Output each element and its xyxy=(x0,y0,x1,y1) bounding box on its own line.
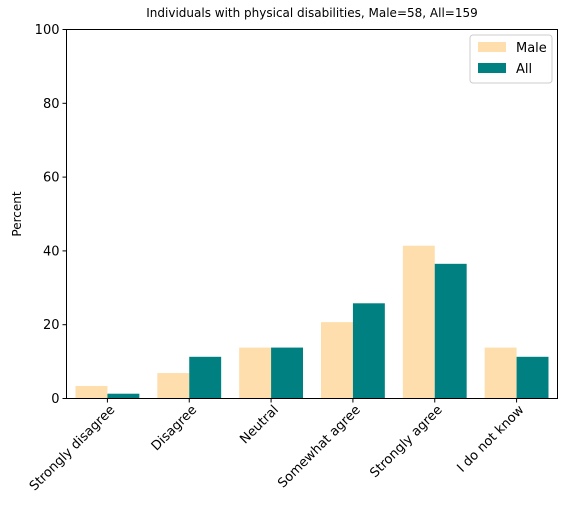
x-tick-label: Strongly agree xyxy=(367,403,445,481)
x-axis: Strongly disagree Disagree NeutralSomewhat… xyxy=(27,398,528,494)
y-tick-label: 80 xyxy=(43,97,60,112)
bar-all-1 xyxy=(107,393,140,399)
legend-label-all: All xyxy=(516,62,532,77)
bar-all-5 xyxy=(434,263,467,399)
x-tick-label: Neutral xyxy=(237,403,282,448)
bar-male-6 xyxy=(484,347,517,399)
bar-male-3 xyxy=(239,347,272,399)
chart-title: Individuals with physical disabilities, … xyxy=(146,6,477,20)
bar-all-2 xyxy=(189,356,222,399)
y-axis: 0 20 40 60 80 100 xyxy=(35,23,67,407)
x-tick-label: I do not know xyxy=(455,402,528,475)
y-tick-label: 20 xyxy=(43,318,60,333)
legend-label-male: Male xyxy=(516,41,547,56)
y-tick-label: 100 xyxy=(35,23,60,38)
plot-frame xyxy=(66,29,558,399)
legend-swatch-all xyxy=(478,63,506,73)
bar-male-2 xyxy=(157,373,190,399)
bar-all-6 xyxy=(516,356,549,399)
legend-swatch-male xyxy=(478,42,506,52)
y-axis-label: Percent xyxy=(10,191,24,236)
bar-all-3 xyxy=(271,347,303,399)
y-tick-label: 0 xyxy=(51,392,59,407)
bar-male-5 xyxy=(402,245,435,399)
x-tick-label: Strongly disagree xyxy=(27,403,118,494)
x-tick-label: Disagree xyxy=(149,403,200,454)
bar-male-4 xyxy=(321,322,353,399)
bars-group xyxy=(75,245,549,399)
y-tick-label: 40 xyxy=(43,244,60,259)
bar-male-1 xyxy=(75,385,108,399)
y-tick-label: 60 xyxy=(43,171,60,186)
bar-all-4 xyxy=(352,303,385,399)
x-tick-label: Somewhat agree xyxy=(275,403,364,492)
legend: Male All xyxy=(469,34,553,84)
